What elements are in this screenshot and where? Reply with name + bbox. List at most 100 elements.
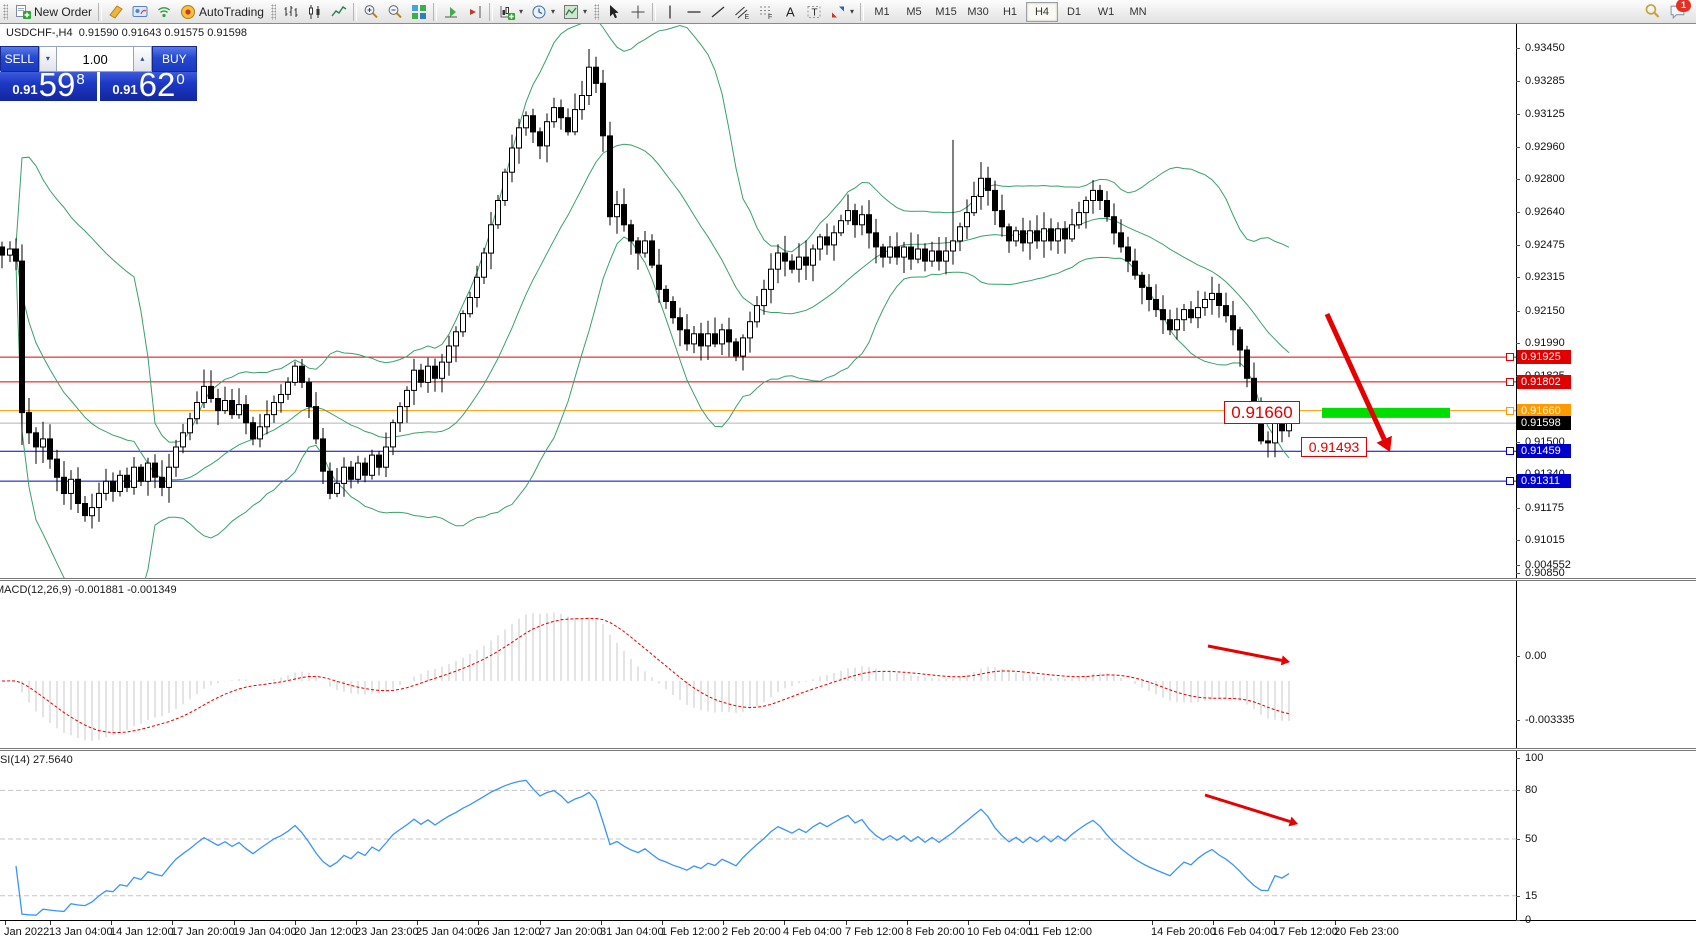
timeframe-D1[interactable]: D1 [1066, 5, 1082, 18]
buy-button[interactable]: BUY [151, 46, 198, 72]
timeframe-H4[interactable]: H4 [1026, 1, 1059, 22]
time-tick-label: 17 Jan 20:00 [171, 926, 235, 938]
tick-mark [1516, 276, 1520, 278]
metaeditor-button[interactable] [104, 2, 128, 22]
level-price-label[interactable]: 0.91660 [1224, 401, 1300, 424]
toolbar-grip[interactable] [3, 3, 8, 20]
price-tick-label: 0.92315 [1516, 271, 1565, 283]
text-tool-button[interactable]: A [778, 2, 802, 22]
price-level-badge: 0.91459 [1517, 444, 1571, 458]
timeframe-W1[interactable]: W1 [1097, 5, 1115, 18]
volume-decrease-button[interactable]: ▾ [38, 46, 58, 72]
price-tick-label: 0.92800 [1516, 173, 1565, 185]
macd-pane[interactable] [0, 581, 1516, 748]
auto-scroll-button[interactable] [439, 2, 463, 22]
time-tick-mark [1029, 921, 1030, 925]
rsi-tick-label: 50 [1516, 833, 1537, 845]
rsi-tick-label: 80 [1516, 784, 1537, 796]
sell-button[interactable]: SELL [0, 46, 39, 72]
time-axis[interactable]: Jan 2022 13 Jan 04:00 14 Jan 12:00 17 Jan 2… [0, 921, 1696, 945]
macd-trend-arrow[interactable] [1207, 644, 1290, 666]
horizontal-line-tool-button[interactable] [682, 2, 706, 22]
macd-signal-line [1, 617, 1290, 734]
text-label-tool-button[interactable]: T [802, 2, 826, 22]
price-tick-label: 0.93125 [1516, 108, 1565, 120]
pane-separator[interactable] [0, 578, 1696, 581]
search-button[interactable] [1640, 2, 1665, 22]
trendline-tool-button[interactable] [706, 2, 730, 22]
tick-mark [1516, 113, 1520, 115]
signals-button[interactable] [152, 2, 176, 22]
price-axis[interactable]: 0.93450 0.93285 0.93125 0.92960 0.92800 0.926… [1516, 24, 1696, 945]
main-price-pane[interactable] [0, 24, 1516, 578]
level-line-handle[interactable] [1506, 407, 1514, 415]
strategy-tester-button[interactable] [128, 2, 152, 22]
fibonacci-tool-button[interactable]: F [754, 2, 778, 22]
time-tick-label: 25 Jan 04:00 [416, 926, 480, 938]
period-clock-button[interactable]: ▾ [527, 2, 559, 22]
level-line-handle[interactable] [1506, 477, 1514, 485]
rsi-trend-arrow[interactable] [1204, 793, 1298, 827]
tick-mark [1516, 789, 1520, 791]
timeframe-M30[interactable]: M30 [967, 5, 989, 18]
new-chart-icon [500, 5, 515, 20]
arrows-tool-button[interactable]: ▾ [826, 2, 858, 22]
zoom-out-button[interactable] [383, 2, 407, 22]
tick-mark [1516, 572, 1520, 574]
pane-separator[interactable] [0, 748, 1696, 751]
crosshair-button[interactable] [626, 2, 650, 22]
volume-increase-button[interactable]: ▴ [133, 46, 152, 72]
level-line-handle[interactable] [1506, 447, 1514, 455]
buy-price-display[interactable]: 0.91 62 0 [100, 68, 197, 101]
volume-input[interactable] [57, 46, 134, 72]
timeframe-toolbar: M1 M5 M15 M30 H1 H4 D1 W1 MN [866, 1, 1154, 22]
toolbar-grip[interactable] [270, 3, 276, 20]
chart-shift-button[interactable] [463, 2, 487, 22]
time-tick-label: 7 Feb 12:00 [845, 926, 904, 938]
new-order-button[interactable]: New Order [11, 2, 96, 22]
tick-mark [1516, 47, 1520, 49]
price-tick-label: 0.91175 [1516, 502, 1564, 514]
time-tick-label: 26 Jan 12:00 [477, 926, 541, 938]
level-line-handle[interactable] [1506, 353, 1514, 361]
time-tick-label: 4 Feb 04:00 [783, 926, 842, 938]
vertical-line-tool-button[interactable] [658, 2, 682, 22]
rsi-pane[interactable] [0, 751, 1516, 920]
chart-window[interactable]: USDCHF-,H4 0.91590 0.91643 0.91575 0.915… [0, 24, 1696, 945]
macd-indicator-label: MACD(12,26,9) -0.001881 -0.001349 [0, 584, 177, 596]
autotrading-button[interactable]: AutoTrading [176, 2, 268, 22]
timeframe-H1[interactable]: H1 [1002, 5, 1018, 18]
time-tick-mark [1152, 921, 1153, 925]
tile-windows-icon [411, 4, 426, 19]
indicators-button[interactable]: ▾ [559, 2, 591, 22]
toolbar-grip[interactable] [594, 3, 599, 20]
time-tick-label: 20 Feb 23:00 [1334, 926, 1399, 938]
timeframe-M5[interactable]: M5 [906, 5, 922, 18]
tile-windows-button[interactable] [407, 2, 431, 22]
sell-trend-arrow[interactable] [1324, 312, 1392, 452]
low-price-label[interactable]: 0.91493 [1301, 437, 1367, 457]
one-click-trading-panel: SELL ▾ ▴ BUY 0.91 59 8 0.91 62 0 [0, 46, 198, 101]
tick-mark [1516, 564, 1520, 566]
notifications-button[interactable]: 1 [1665, 0, 1691, 22]
time-tick-label: 11 Feb 12:00 [1028, 926, 1093, 938]
green-highlight-box[interactable] [1322, 407, 1450, 418]
candlestick-mode-button[interactable] [303, 2, 327, 22]
channel-tool-button[interactable]: E [730, 2, 754, 22]
cursor-button[interactable] [602, 2, 626, 22]
sell-price-display[interactable]: 0.91 59 8 [0, 68, 97, 101]
timeframe-M1[interactable]: M1 [874, 5, 890, 18]
toolbar-separator [860, 2, 865, 21]
level-line-handle[interactable] [1506, 378, 1514, 386]
line-chart-mode-button[interactable] [327, 2, 351, 22]
timeframe-MN[interactable]: MN [1129, 5, 1147, 18]
time-tick-label: 17 Feb 12:00 [1273, 926, 1338, 938]
new-chart-button[interactable]: ▾ [495, 2, 527, 22]
time-tick-mark [172, 921, 173, 925]
autotrading-label: AutoTrading [199, 4, 264, 19]
timeframe-M15[interactable]: M15 [935, 5, 957, 18]
time-tick-mark [601, 921, 602, 925]
zoom-in-button[interactable] [359, 2, 383, 22]
bar-chart-mode-button[interactable] [279, 2, 303, 22]
